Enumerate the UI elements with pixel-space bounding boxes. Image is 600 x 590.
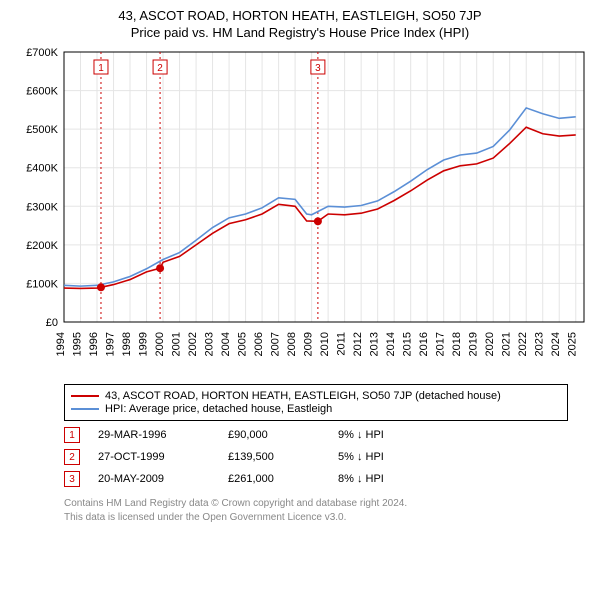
event-pct: 9% ↓ HPI	[338, 429, 458, 441]
svg-text:2022: 2022	[517, 332, 529, 356]
svg-text:2015: 2015	[402, 332, 414, 356]
svg-text:2018: 2018	[451, 332, 463, 356]
svg-text:2013: 2013	[369, 332, 381, 356]
event-price: £139,500	[228, 451, 338, 463]
svg-text:2002: 2002	[187, 332, 199, 356]
svg-text:1998: 1998	[121, 332, 133, 356]
svg-text:2009: 2009	[303, 332, 315, 356]
svg-text:2016: 2016	[418, 332, 430, 356]
svg-text:2014: 2014	[385, 332, 397, 356]
svg-text:£700K: £700K	[26, 47, 58, 59]
svg-text:2019: 2019	[468, 332, 480, 356]
svg-text:2001: 2001	[171, 332, 183, 356]
legend-row-red: 43, ASCOT ROAD, HORTON HEATH, EASTLEIGH,…	[71, 390, 561, 402]
svg-text:2020: 2020	[484, 332, 496, 356]
svg-text:2008: 2008	[286, 332, 298, 356]
legend-label-blue: HPI: Average price, detached house, East…	[105, 403, 332, 415]
chart: £0 £100K £200K £300K £400K £500K £600K £700K 199…	[8, 46, 592, 376]
svg-text:£300K: £300K	[26, 201, 58, 213]
svg-text:2004: 2004	[220, 332, 232, 356]
svg-text:£100K: £100K	[26, 278, 58, 290]
legend: 43, ASCOT ROAD, HORTON HEATH, EASTLEIGH,…	[64, 384, 568, 421]
event-marker-icon: 2	[64, 449, 80, 465]
event-date: 29-MAR-1996	[98, 429, 228, 441]
svg-text:1999: 1999	[138, 332, 150, 356]
legend-label-red: 43, ASCOT ROAD, HORTON HEATH, EASTLEIGH,…	[105, 390, 501, 402]
svg-text:2006: 2006	[253, 332, 265, 356]
svg-text:2021: 2021	[501, 332, 513, 356]
svg-text:2023: 2023	[534, 332, 546, 356]
event-list: 1 29-MAR-1996£90,0009% ↓ HPI 2 27-OCT-1999£…	[64, 427, 554, 487]
svg-text:2000: 2000	[154, 332, 166, 356]
svg-text:1997: 1997	[105, 332, 117, 356]
event-date: 27-OCT-1999	[98, 451, 228, 463]
legend-swatch-blue	[71, 408, 99, 410]
legend-row-blue: HPI: Average price, detached house, East…	[71, 403, 561, 415]
svg-text:2005: 2005	[237, 332, 249, 356]
event-pct: 8% ↓ HPI	[338, 473, 458, 485]
event-pct: 5% ↓ HPI	[338, 451, 458, 463]
event-date: 20-MAY-2009	[98, 473, 228, 485]
svg-text:2024: 2024	[550, 332, 562, 356]
svg-text:2011: 2011	[336, 332, 348, 356]
svg-text:2010: 2010	[319, 332, 331, 356]
title-sub: Price paid vs. HM Land Registry's House …	[8, 25, 592, 40]
svg-text:2: 2	[157, 63, 163, 74]
footer-line-2: This data is licensed under the Open Gov…	[64, 511, 588, 525]
svg-text:1995: 1995	[72, 332, 84, 356]
title-main: 43, ASCOT ROAD, HORTON HEATH, EASTLEIGH,…	[8, 8, 592, 23]
event-row: 2 27-OCT-1999£139,5005% ↓ HPI	[64, 449, 554, 465]
svg-text:2017: 2017	[435, 332, 447, 356]
event-marker-icon: 3	[64, 471, 80, 487]
svg-text:£500K: £500K	[26, 124, 58, 136]
svg-text:3: 3	[315, 63, 321, 74]
svg-text:£0: £0	[46, 317, 58, 329]
svg-text:£400K: £400K	[26, 163, 58, 175]
svg-text:2025: 2025	[567, 332, 579, 356]
svg-text:2012: 2012	[352, 332, 364, 356]
svg-text:2003: 2003	[204, 332, 216, 356]
svg-text:1994: 1994	[55, 332, 67, 356]
event-row: 3 20-MAY-2009£261,0008% ↓ HPI	[64, 471, 554, 487]
footer-line-1: Contains HM Land Registry data © Crown c…	[64, 497, 588, 511]
svg-text:1: 1	[98, 63, 104, 74]
footer: Contains HM Land Registry data © Crown c…	[64, 497, 588, 524]
svg-text:£600K: £600K	[26, 86, 58, 98]
svg-text:1996: 1996	[88, 332, 100, 356]
svg-text:2007: 2007	[270, 332, 282, 356]
event-marker-icon: 1	[64, 427, 80, 443]
legend-swatch-red	[71, 395, 99, 397]
svg-text:£200K: £200K	[26, 240, 58, 252]
event-price: £90,000	[228, 429, 338, 441]
titles: 43, ASCOT ROAD, HORTON HEATH, EASTLEIGH,…	[8, 8, 592, 40]
event-row: 1 29-MAR-1996£90,0009% ↓ HPI	[64, 427, 554, 443]
chart-container: 43, ASCOT ROAD, HORTON HEATH, EASTLEIGH,…	[0, 0, 600, 532]
event-price: £261,000	[228, 473, 338, 485]
chart-svg: £0 £100K £200K £300K £400K £500K £600K £700K 199…	[8, 46, 592, 376]
